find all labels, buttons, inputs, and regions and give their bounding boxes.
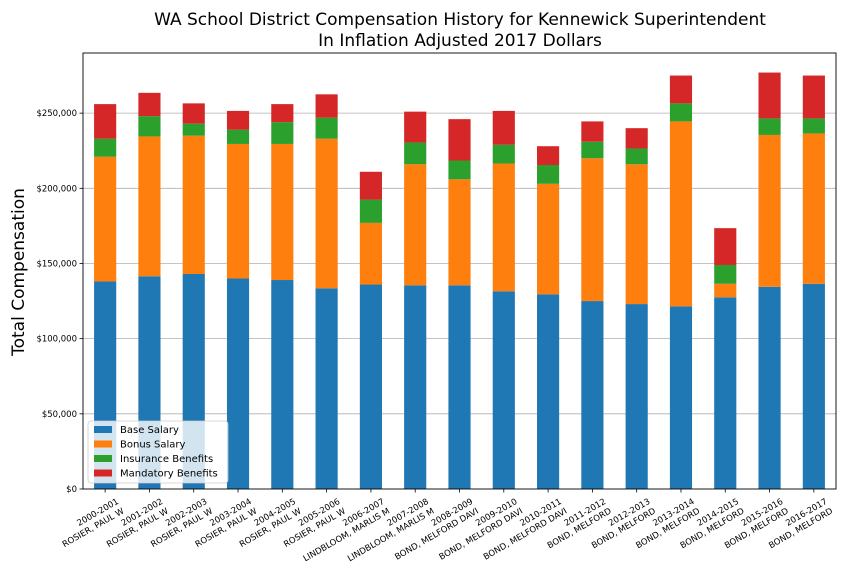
chart-title: WA School District Compensation History … <box>154 10 766 30</box>
bar-mandatory-benefits <box>138 92 161 117</box>
bar-base-salary <box>492 291 515 489</box>
bar-insurance-benefits <box>404 142 427 165</box>
y-tick-label: $0 <box>66 485 77 495</box>
bar-base-salary <box>802 283 825 489</box>
bar-insurance-benefits <box>182 123 205 136</box>
legend-swatch <box>94 426 112 433</box>
bar-mandatory-benefits <box>537 146 560 166</box>
y-tick-label: $200,000 <box>36 184 77 194</box>
legend-label: Bonus Salary <box>120 440 186 451</box>
y-tick-label: $250,000 <box>36 109 77 119</box>
bar-bonus-salary <box>404 164 427 286</box>
legend-box <box>87 420 229 484</box>
bar-base-salary <box>625 304 648 489</box>
y-axis-label: Total Compensation <box>9 188 29 357</box>
bar-bonus-salary <box>94 156 117 282</box>
bar-bonus-salary <box>226 143 250 279</box>
bar-bonus-salary <box>758 134 781 287</box>
bar-base-salary <box>271 280 294 489</box>
bar-insurance-benefits <box>94 138 117 157</box>
bar-mandatory-benefits <box>714 228 737 265</box>
bar-bonus-salary <box>315 138 338 289</box>
bar-base-salary <box>714 297 737 489</box>
bar-base-salary <box>448 285 471 489</box>
bar-mandatory-benefits <box>802 75 825 119</box>
legend-swatch <box>94 455 112 462</box>
bar-bonus-salary <box>182 135 205 275</box>
plot-frame <box>82 52 837 490</box>
bar-insurance-benefits <box>802 118 825 134</box>
bar-mandatory-benefits <box>182 103 205 124</box>
bar-bonus-salary <box>492 163 515 292</box>
legend-label: Base Salary <box>120 425 179 436</box>
bar-base-salary <box>404 285 427 489</box>
bar-insurance-benefits <box>537 165 560 184</box>
bar-base-salary <box>758 286 781 489</box>
bar-bonus-salary <box>625 164 648 305</box>
legend-label: Insurance Benefits <box>120 454 213 465</box>
y-tick-label: $50,000 <box>42 410 77 420</box>
bar-bonus-salary <box>669 121 693 307</box>
legend: Base Salary Bonus Salary Insurance Benefit… <box>87 420 229 484</box>
bar-mandatory-benefits <box>271 104 294 123</box>
bar-mandatory-benefits <box>226 110 250 130</box>
bar-insurance-benefits <box>758 118 781 135</box>
legend-swatch <box>94 469 112 477</box>
y-tick-label: $100,000 <box>36 335 77 345</box>
bar-mandatory-benefits <box>581 121 604 142</box>
bar-insurance-benefits <box>138 116 161 137</box>
bar-base-salary <box>669 306 693 489</box>
bars <box>94 72 825 489</box>
bar-bonus-salary <box>271 143 294 281</box>
legend-swatch <box>94 440 112 448</box>
bar-mandatory-benefits <box>404 111 427 143</box>
bar-insurance-benefits <box>226 129 250 144</box>
bar-base-salary <box>315 288 338 489</box>
bar-base-salary <box>581 301 604 489</box>
bar-base-salary <box>359 284 382 489</box>
bar-mandatory-benefits <box>492 110 515 145</box>
bar-insurance-benefits <box>315 117 338 139</box>
bar-insurance-benefits <box>359 199 382 223</box>
bar-mandatory-benefits <box>359 171 382 200</box>
bar-mandatory-benefits <box>669 75 693 104</box>
bar-insurance-benefits <box>271 122 294 144</box>
legend-label: Mandatory Benefits <box>120 469 218 480</box>
bar-insurance-benefits <box>581 141 604 159</box>
bar-bonus-salary <box>448 179 471 286</box>
bar-mandatory-benefits <box>315 94 338 118</box>
bar-mandatory-benefits <box>94 104 117 139</box>
bar-bonus-salary <box>802 133 825 284</box>
bar-bonus-salary <box>138 136 161 277</box>
bar-insurance-benefits <box>669 103 693 122</box>
bar-mandatory-benefits <box>758 72 781 119</box>
bar-bonus-salary <box>537 183 560 295</box>
bar-mandatory-benefits <box>448 119 471 161</box>
bar-bonus-salary <box>714 283 737 298</box>
bar-insurance-benefits <box>492 144 515 164</box>
chart-subtitle: In Inflation Adjusted 2017 Dollars <box>318 31 602 51</box>
bar-mandatory-benefits <box>625 128 648 149</box>
bar-base-salary <box>226 278 250 489</box>
bar-insurance-benefits <box>448 160 471 180</box>
bar-bonus-salary <box>581 158 604 302</box>
y-tick-label: $150,000 <box>36 259 77 269</box>
bar-insurance-benefits <box>625 148 648 165</box>
bar-bonus-salary <box>359 222 382 285</box>
bar-insurance-benefits <box>714 264 737 284</box>
bar-base-salary <box>537 294 560 489</box>
